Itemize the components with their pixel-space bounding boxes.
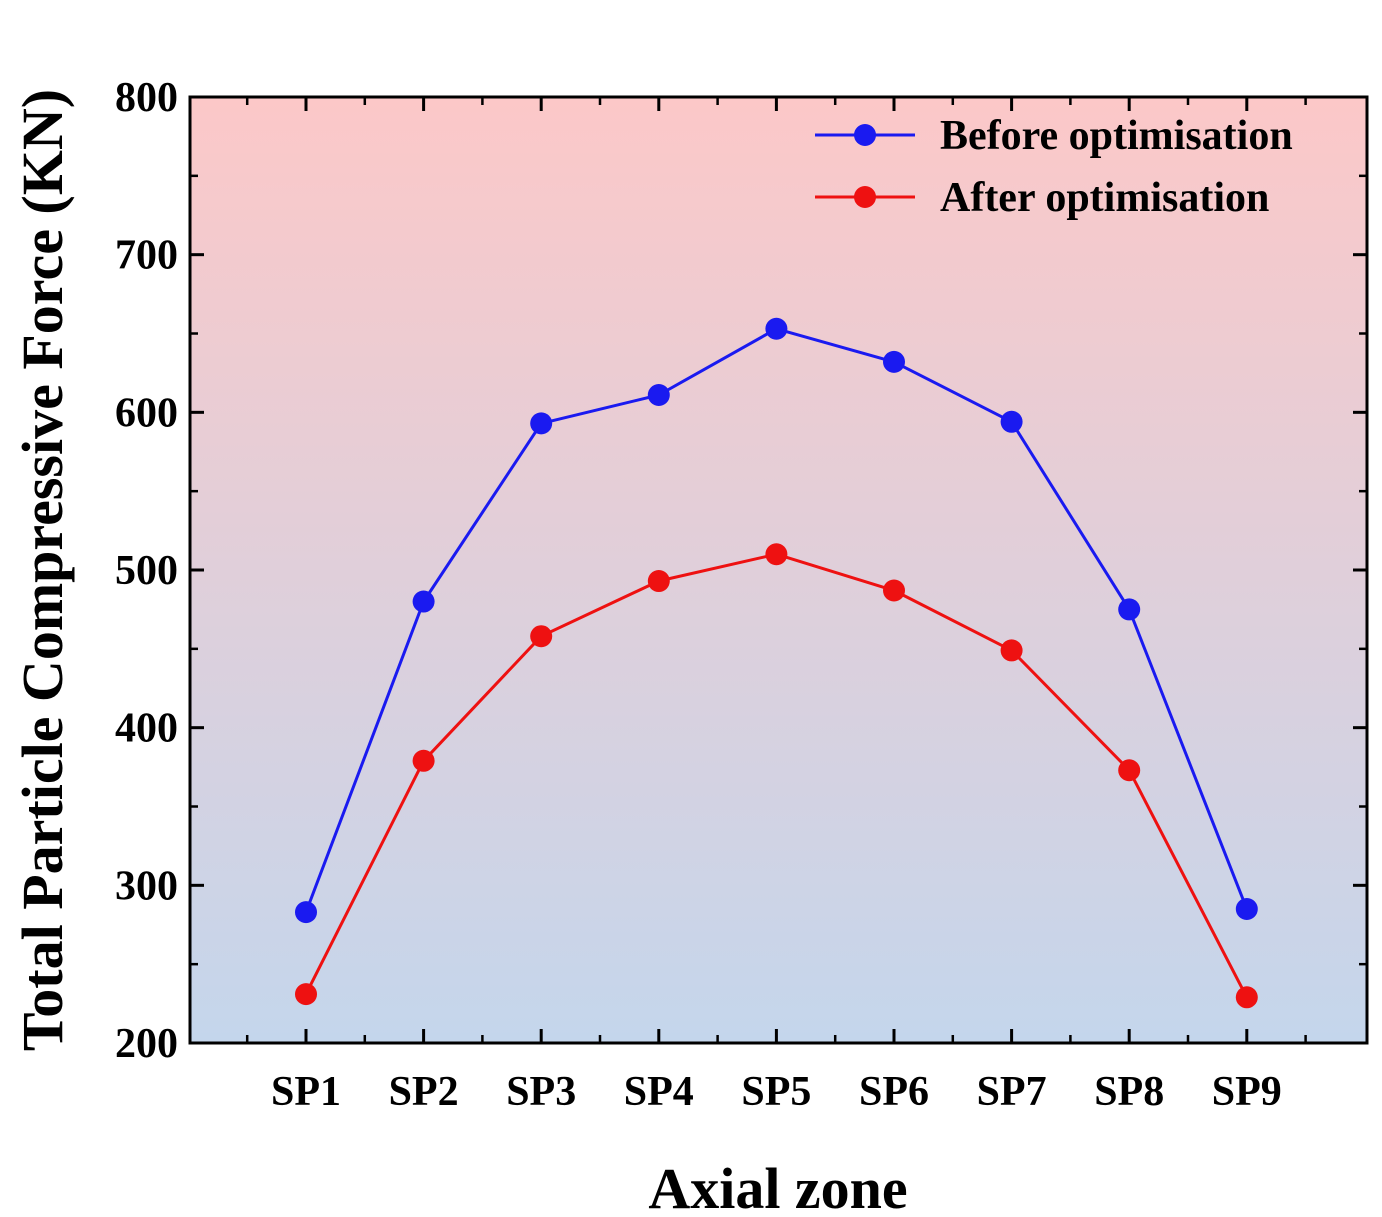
data-point-before-sp9 (1235, 897, 1258, 920)
data-point-after-sp8 (1118, 759, 1141, 782)
x-tick-label: SP8 (1094, 1069, 1164, 1115)
data-point-before-sp1 (295, 901, 317, 924)
x-tick-label: SP2 (389, 1069, 459, 1115)
x-tick-label: SP5 (741, 1069, 811, 1115)
data-point-before-sp5 (765, 317, 788, 340)
x-tick-label: SP3 (506, 1069, 576, 1115)
data-point-after-sp3 (530, 625, 553, 648)
data-point-after-sp4 (647, 570, 670, 593)
plot-frame (188, 95, 1369, 1045)
x-tick-label: SP7 (977, 1069, 1047, 1115)
data-point-before-sp2 (412, 590, 435, 613)
data-point-before-sp4 (647, 383, 670, 406)
x-tick-label: SP9 (1212, 1069, 1282, 1115)
legend-marker-after (854, 186, 876, 208)
data-point-after-sp2 (412, 749, 435, 772)
data-point-before-sp8 (1118, 598, 1141, 621)
y-tick-label: 300 (115, 863, 178, 909)
y-tick-label: 600 (115, 390, 178, 436)
y-tick-label: 500 (115, 548, 178, 594)
data-point-after-sp9 (1235, 986, 1258, 1009)
legend-marker-before (854, 124, 876, 146)
data-point-after-sp6 (883, 579, 905, 602)
data-point-after-sp5 (765, 543, 788, 566)
data-point-before-sp6 (883, 350, 905, 373)
x-tick-label: SP4 (624, 1069, 694, 1115)
y-tick-label: 200 (115, 1021, 178, 1067)
x-axis-title: Axial zone (648, 1156, 907, 1217)
y-tick-label: 700 (115, 233, 178, 279)
legend: Before optimisation After optimisation (815, 113, 1293, 221)
data-point-before-sp3 (530, 412, 553, 435)
y-tick-label: 800 (115, 75, 178, 121)
x-tick-label: SP1 (271, 1069, 341, 1115)
y-axis-title: Total Particle Compressive Force (KN) (10, 89, 75, 1051)
data-point-after-sp1 (295, 983, 317, 1006)
legend-label-after: After optimisation (940, 175, 1269, 221)
x-tick-label: SP6 (859, 1069, 929, 1115)
data-point-after-sp7 (1000, 639, 1023, 662)
y-tick-label: 400 (115, 706, 178, 752)
data-point-before-sp7 (1000, 410, 1023, 433)
legend-label-before: Before optimisation (940, 113, 1293, 159)
plot-background (190, 97, 1367, 1043)
